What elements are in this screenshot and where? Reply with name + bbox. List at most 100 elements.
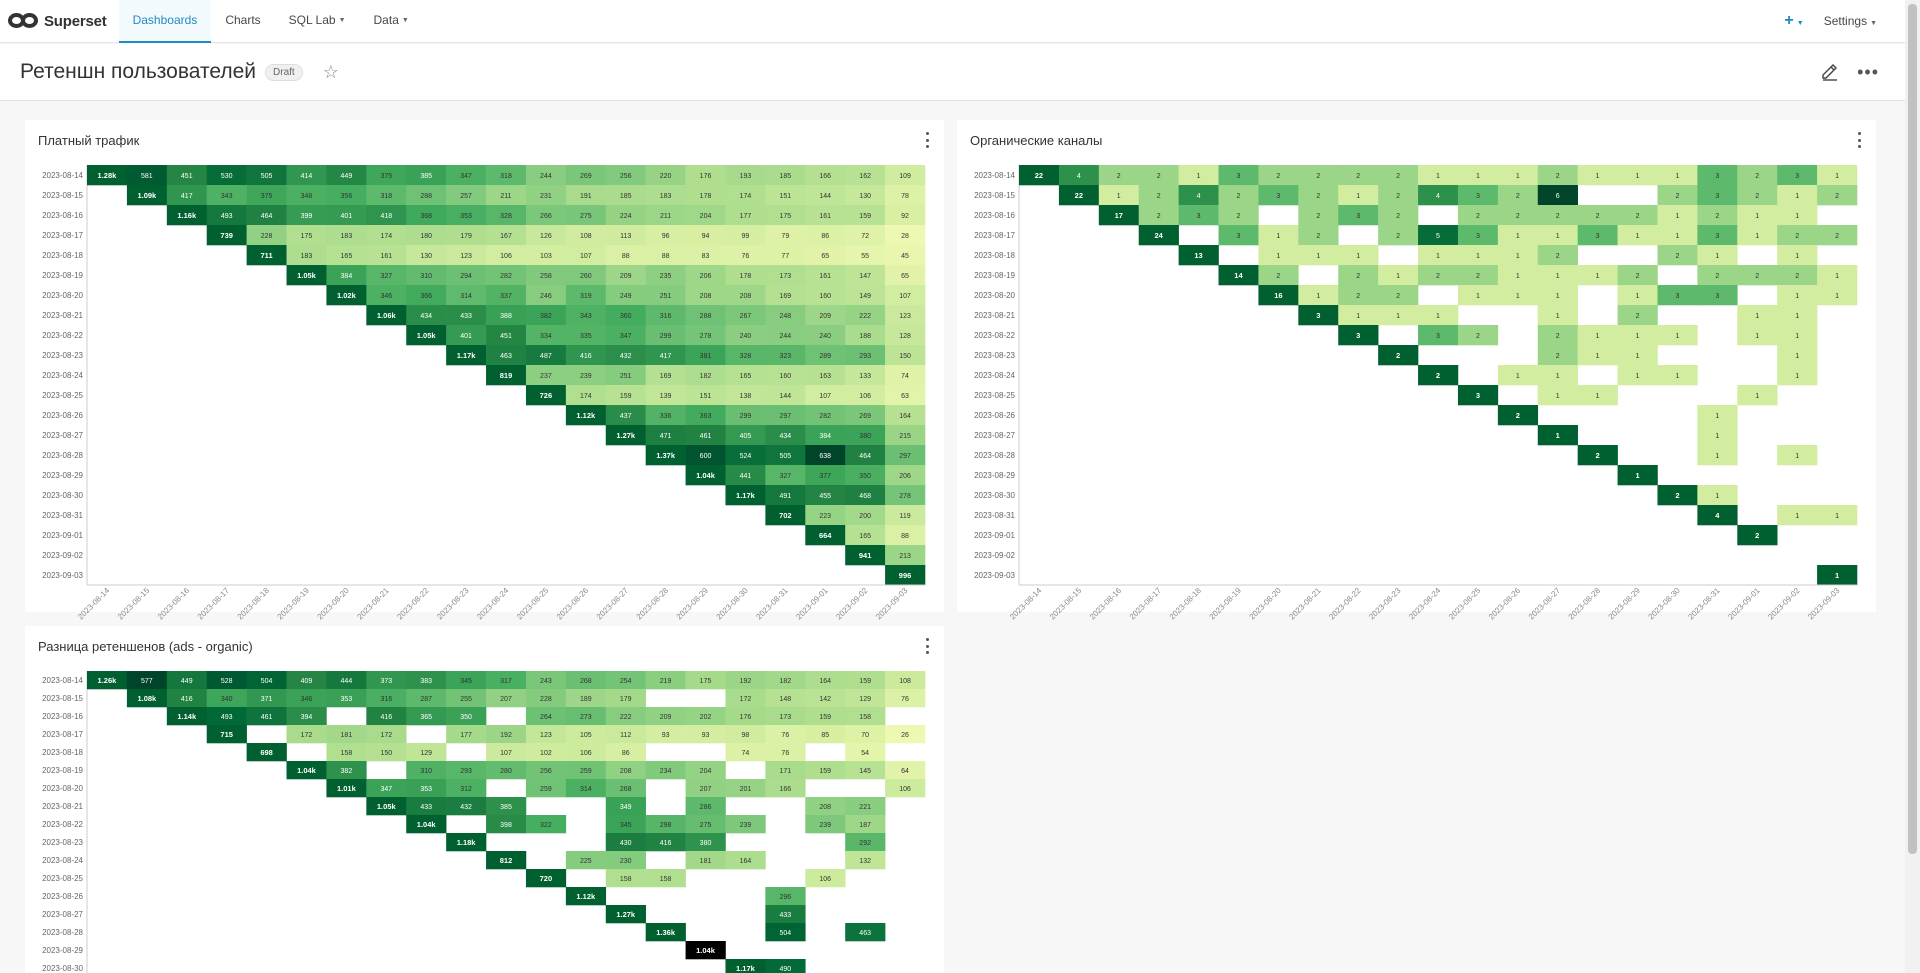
heatmap-cell[interactable] [1258,185,1299,206]
heatmap-cell[interactable] [805,425,846,446]
heatmap-cell[interactable] [1577,385,1618,406]
heatmap-cell[interactable] [525,265,567,286]
heatmap-cell[interactable] [885,325,926,346]
heatmap-cell[interactable] [1298,205,1339,226]
heatmap-cell[interactable] [765,779,806,798]
heatmap-cell[interactable] [446,245,487,266]
heatmap-cell[interactable] [446,205,487,226]
heatmap-cell[interactable] [685,285,726,306]
heatmap-cell[interactable] [286,185,327,206]
heatmap-cell[interactable] [486,689,527,708]
heatmap-cell[interactable] [1577,225,1618,246]
heatmap-cell[interactable] [725,815,766,834]
heatmap-cell[interactable] [525,185,567,206]
heatmap-cell[interactable] [565,743,607,762]
heatmap-cell[interactable] [326,185,367,206]
heatmap-cell[interactable] [1378,285,1419,306]
heatmap-cell[interactable] [1577,205,1618,226]
heatmap-cell[interactable] [845,923,886,942]
heatmap-cell[interactable] [1537,305,1578,326]
heatmap-cell[interactable] [326,743,367,762]
heatmap-cell[interactable] [805,225,846,246]
heatmap-cell[interactable] [446,285,487,306]
heatmap-cell[interactable] [1138,165,1179,186]
heatmap-cell[interactable] [725,485,766,506]
heatmap-cell[interactable] [845,725,886,744]
heatmap-cell[interactable] [525,385,567,406]
heatmap-cell[interactable] [845,525,886,546]
heatmap-cell[interactable] [645,405,686,426]
heatmap-cell[interactable] [1218,205,1259,226]
heatmap-cell[interactable] [725,725,766,744]
heatmap-cell[interactable] [486,797,527,816]
heatmap-cell[interactable] [1657,185,1698,206]
heatmap-cell[interactable] [765,887,806,906]
heatmap-cell[interactable] [765,245,806,266]
heatmap-cell[interactable] [525,815,567,834]
heatmap-cell[interactable] [366,285,407,306]
heatmap-cell[interactable] [326,761,367,780]
heatmap-cell[interactable] [765,325,806,346]
heatmap-cell[interactable] [406,779,447,798]
heatmap-cell[interactable] [446,761,487,780]
heatmap-cell[interactable] [206,205,247,226]
heatmap-cell[interactable] [446,185,487,206]
heatmap-cell[interactable] [605,707,646,726]
heatmap-cell[interactable] [565,851,607,870]
heatmap-cell[interactable] [1777,205,1818,226]
heatmap-cell[interactable] [1697,445,1738,466]
heatmap-cell[interactable] [765,185,806,206]
heatmap-cell[interactable] [166,165,208,186]
heatmap-cell[interactable] [1657,225,1698,246]
heatmap-cell[interactable] [765,425,806,446]
heatmap-cell[interactable] [765,345,806,366]
heatmap-cell[interactable] [685,425,726,446]
heatmap-cell[interactable] [845,425,886,446]
heatmap-cell[interactable] [765,445,806,466]
heatmap-cell[interactable] [406,305,447,326]
heatmap-cell[interactable] [845,285,886,306]
heatmap-cell[interactable] [525,671,567,690]
heatmap-cell[interactable] [1258,165,1299,186]
heatmap-cell[interactable] [1697,425,1738,446]
heatmap-cell[interactable] [1737,205,1778,226]
heatmap-cell[interactable] [765,225,806,246]
heatmap-cell[interactable] [1338,305,1379,326]
heatmap-cell[interactable] [725,465,766,486]
heatmap-cell[interactable] [565,285,607,306]
heatmap-cell[interactable] [685,325,726,346]
heatmap-cell[interactable] [1737,385,1778,406]
heatmap-cell[interactable] [446,345,487,366]
heatmap-cell[interactable] [1737,325,1778,346]
heatmap-cell[interactable] [1617,205,1658,226]
heatmap-cell[interactable] [725,325,766,346]
heatmap-cell[interactable] [845,325,886,346]
heatmap-cell[interactable] [246,225,287,246]
heatmap-cell[interactable] [1537,265,1578,286]
heatmap-cell[interactable] [1457,285,1499,306]
heatmap-cell[interactable] [1178,205,1219,226]
heatmap-cell[interactable] [765,761,806,780]
heatmap-cell[interactable] [885,465,926,486]
heatmap-cell[interactable] [1537,385,1578,406]
heatmap-cell[interactable] [645,345,686,366]
heatmap-cell[interactable] [1298,245,1339,266]
heatmap-cell[interactable] [845,225,886,246]
heatmap-cell[interactable] [725,743,766,762]
heatmap-cell[interactable] [1418,265,1459,286]
heatmap-cell[interactable] [1617,305,1658,326]
heatmap-cell[interactable] [246,165,287,186]
heatmap-cell[interactable] [406,815,447,834]
heatmap-cell[interactable] [1777,325,1818,346]
heatmap-cell[interactable] [805,245,846,266]
heatmap-cell[interactable] [486,671,527,690]
heatmap-cell[interactable] [765,707,806,726]
heatmap-cell[interactable] [885,725,926,744]
heatmap-cell[interactable] [446,725,487,744]
heatmap-cell[interactable] [685,941,726,960]
heatmap-cell[interactable] [486,225,527,246]
heatmap-cell[interactable] [525,689,567,708]
heatmap-cell[interactable] [845,851,886,870]
new-item-button[interactable]: + ▼ [1774,12,1813,30]
heatmap-cell[interactable] [406,671,447,690]
